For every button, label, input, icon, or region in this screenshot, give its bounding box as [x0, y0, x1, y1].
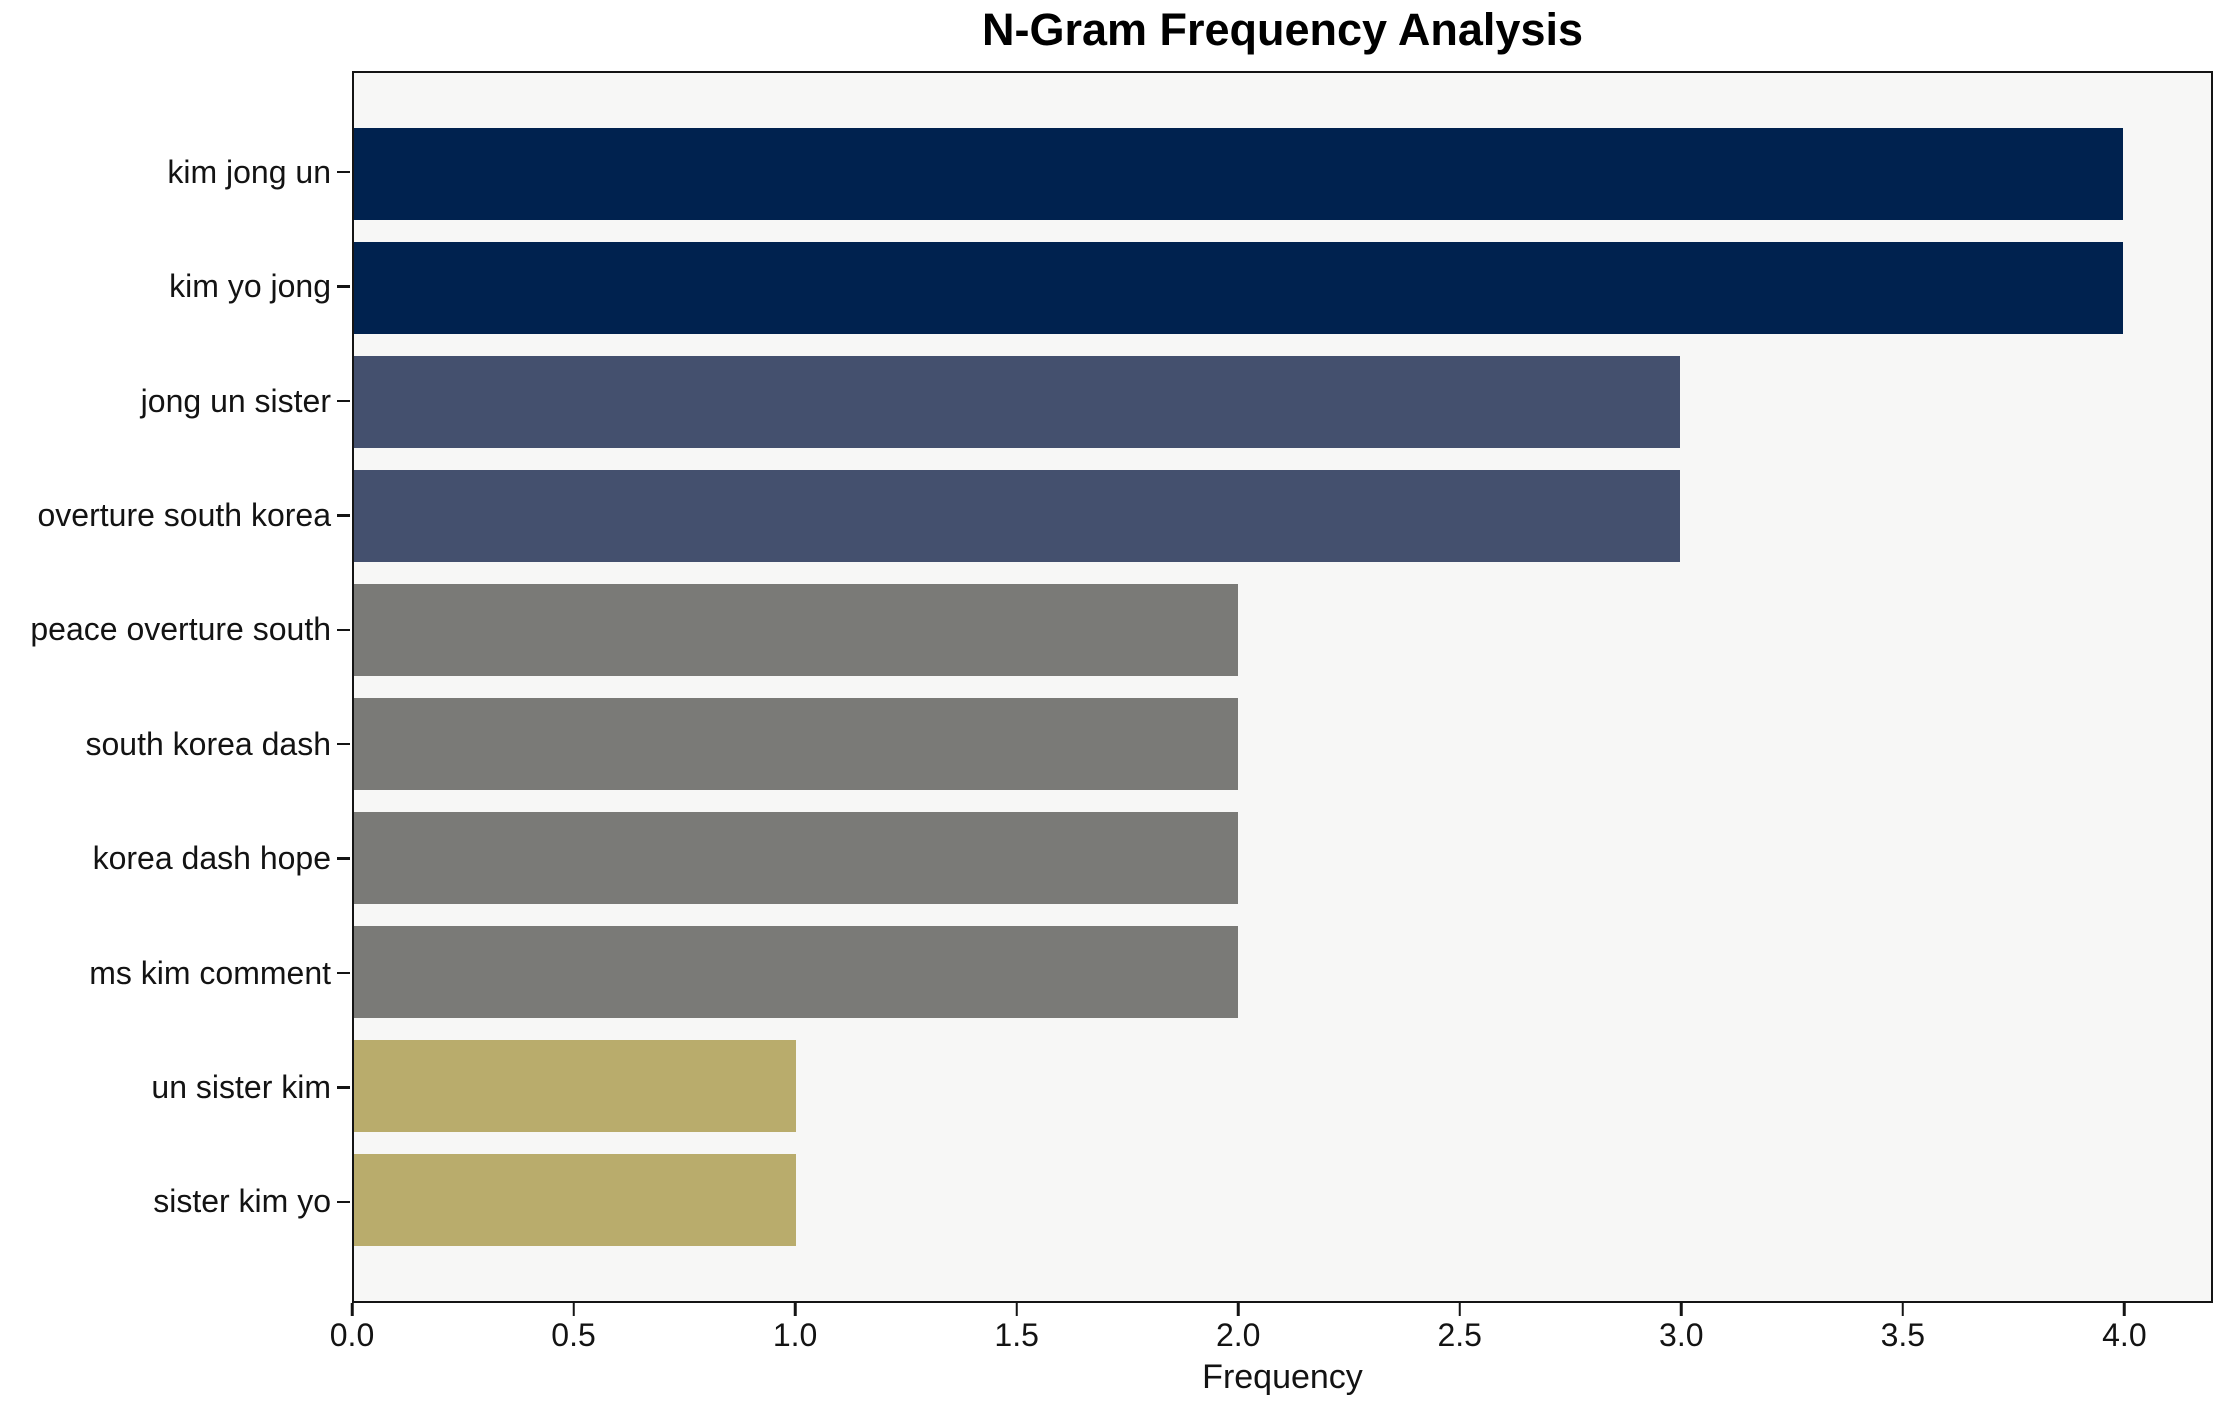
category-label: overture south korea [37, 496, 332, 533]
bar-row [354, 1143, 2211, 1257]
x-axis-title: Frequency [1202, 1358, 1363, 1396]
bar [354, 356, 1681, 448]
bar [354, 698, 1239, 790]
category-label: kim jong un [167, 153, 331, 190]
x-tick-label: 1.0 [772, 1317, 818, 1353]
category-label: kim yo jong [169, 268, 331, 305]
bar-row [354, 1029, 2211, 1143]
x-tick [572, 1303, 575, 1316]
x-tick-label: 4.0 [2102, 1317, 2147, 1353]
bar-row [354, 345, 2211, 459]
y-tick [337, 916, 350, 1030]
x-tick-label: 0.0 [329, 1317, 375, 1353]
bar-row [354, 231, 2211, 345]
bar [354, 926, 1239, 1018]
bar [354, 1154, 797, 1246]
bar [354, 812, 1239, 904]
bar-row [354, 687, 2211, 801]
chart-title: N-Gram Frequency Analysis [981, 4, 1584, 55]
x-tick-label: 3.5 [1880, 1317, 1926, 1353]
category-label: peace overture south [30, 611, 331, 648]
plot-area [352, 71, 2213, 1303]
bar [354, 242, 2123, 334]
bar-row [354, 459, 2211, 573]
bar-row [354, 801, 2211, 915]
bar [354, 584, 1239, 676]
y-tick [337, 801, 350, 915]
x-tick-label: 2.0 [1215, 1317, 1261, 1353]
x-axis-tick-labels: 0.0 0.5 1.0 1.5 2.0 2.5 3.0 3.5 4.0 [330, 1317, 2213, 1357]
x-tick [1901, 1303, 1905, 1316]
x-tick [1015, 1303, 1018, 1316]
category-label: korea dash hope [92, 840, 331, 877]
category-label: ms kim comment [89, 954, 331, 991]
bar-row [354, 117, 2211, 231]
bar-row [354, 915, 2211, 1029]
category-label: south korea dash [85, 725, 332, 762]
x-tick [350, 1303, 354, 1316]
x-tick [1680, 1303, 1683, 1316]
x-tick [2123, 1303, 2126, 1316]
y-axis-category-labels: kim jong un kim yo jong jong un sister over… [0, 71, 331, 1303]
y-tick [337, 573, 350, 687]
bar [354, 1040, 797, 1132]
y-axis-tick-marks [337, 71, 350, 1303]
x-tick [1458, 1303, 1461, 1316]
y-tick [337, 115, 350, 229]
bar-series [354, 73, 2211, 1301]
x-tick-label: 0.5 [551, 1317, 596, 1353]
x-tick-label: 3.0 [1659, 1317, 1704, 1353]
bar [354, 470, 1681, 562]
y-tick [337, 1030, 350, 1144]
y-tick [337, 1145, 350, 1259]
y-tick [337, 458, 350, 572]
y-tick [337, 229, 350, 343]
category-label: sister kim yo [153, 1183, 331, 1220]
category-label: un sister kim [151, 1068, 331, 1105]
bar-row [354, 573, 2211, 687]
bar [354, 128, 2123, 220]
x-tick [1236, 1303, 1240, 1316]
x-tick-label: 1.5 [994, 1317, 1039, 1353]
category-label: jong un sister [140, 382, 331, 419]
x-axis-tick-marks [350, 1303, 2213, 1317]
y-tick [337, 687, 350, 801]
y-tick [337, 344, 350, 458]
x-tick-label: 2.5 [1437, 1317, 1482, 1353]
x-tick [793, 1303, 797, 1316]
